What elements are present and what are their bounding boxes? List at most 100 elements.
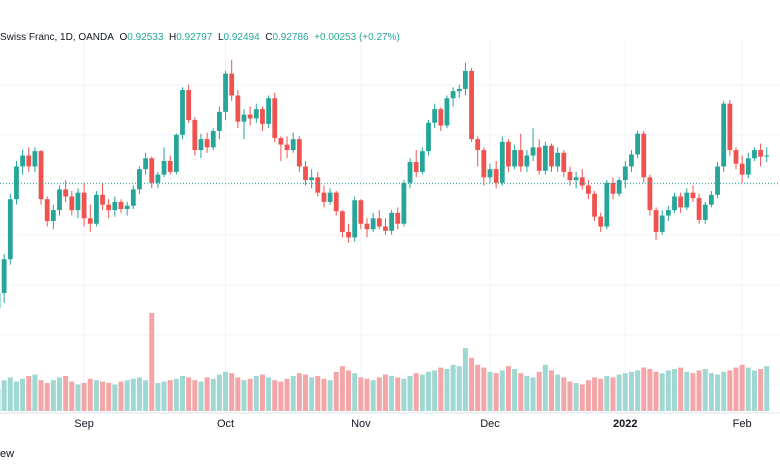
candle — [119, 199, 124, 213]
candle — [260, 106, 265, 131]
volume-bar — [272, 380, 277, 411]
volume-bar — [623, 373, 628, 411]
legend-title: Swiss Franc, 1D, OANDA — [0, 32, 114, 43]
candle-body — [586, 186, 591, 194]
candle — [156, 172, 161, 188]
volume-bar — [174, 379, 179, 411]
volume-bar — [131, 379, 136, 411]
candle — [285, 136, 290, 158]
volume-bar — [309, 377, 314, 411]
candle-body — [481, 150, 486, 177]
volume-bar — [88, 379, 93, 411]
candle — [254, 104, 259, 123]
candle-body — [383, 226, 388, 230]
candle-body — [94, 195, 99, 224]
candle — [438, 107, 443, 130]
candle-body — [266, 98, 271, 124]
candle-body — [641, 134, 646, 178]
candle-body — [26, 156, 31, 167]
candle-body — [377, 218, 382, 226]
legend-high-value: 0.92797 — [176, 32, 212, 43]
volume-bar — [39, 380, 44, 411]
candle — [518, 134, 523, 172]
candle-body — [192, 120, 197, 150]
candle — [432, 104, 437, 129]
candle — [291, 133, 296, 153]
candle — [463, 63, 468, 96]
candle — [168, 156, 173, 175]
candle — [635, 131, 640, 158]
candle-body — [57, 189, 62, 210]
candle-body — [291, 139, 296, 150]
candle-body — [174, 135, 179, 172]
candle — [611, 177, 616, 199]
candle — [199, 134, 204, 159]
candle-body — [346, 232, 351, 237]
candle-body — [598, 217, 603, 227]
candle — [389, 210, 394, 235]
candle-body — [500, 142, 505, 183]
volume-bar — [715, 375, 720, 411]
volume-bar — [297, 373, 302, 411]
candle-body — [205, 139, 210, 147]
volume-bar — [672, 369, 677, 411]
candle-body — [395, 213, 400, 224]
volume-bar — [82, 383, 87, 411]
candle — [764, 147, 769, 162]
candle-body — [365, 224, 370, 229]
candle — [272, 93, 277, 142]
candle — [112, 196, 117, 216]
volume-bar — [395, 377, 400, 411]
candle — [174, 134, 179, 175]
candle-body — [629, 154, 634, 166]
candle-body — [106, 205, 111, 210]
volume-bar — [352, 373, 357, 411]
candle — [8, 194, 13, 265]
volume-bar — [567, 382, 572, 411]
volume-bar — [746, 368, 751, 411]
volume-bar — [217, 375, 222, 411]
candle-body — [76, 193, 81, 210]
volume-bar — [137, 377, 142, 411]
candle-body — [752, 150, 757, 158]
candle — [192, 117, 197, 155]
candle — [137, 166, 142, 193]
candle — [371, 213, 376, 232]
volume-bar — [266, 377, 271, 411]
candle-body — [260, 109, 265, 124]
candle-body — [315, 177, 320, 192]
candle-body — [506, 142, 511, 167]
candle-body — [402, 183, 407, 224]
candle — [488, 164, 493, 183]
candle — [506, 139, 511, 172]
candle — [82, 183, 87, 227]
volume-bar — [660, 373, 665, 411]
volume-bar — [8, 377, 13, 411]
volume-bar — [641, 368, 646, 411]
legend-open-value: 0.92533 — [127, 32, 163, 43]
candle-body — [162, 161, 167, 175]
volume-bar — [531, 377, 536, 411]
volume-bar — [223, 372, 228, 411]
candle-body — [389, 213, 394, 231]
volume-bar — [192, 380, 197, 411]
volume-bar — [709, 373, 714, 411]
candle — [617, 177, 622, 196]
candle-body — [518, 150, 523, 166]
candle-body — [334, 193, 339, 212]
volume-bar — [75, 384, 80, 411]
candle — [88, 205, 93, 232]
volume-bar — [469, 358, 474, 411]
candle-body — [2, 259, 7, 293]
volume-bar — [106, 383, 111, 411]
candle — [531, 128, 536, 161]
volume-bar — [119, 382, 124, 411]
candle — [76, 188, 81, 218]
candle-body — [235, 95, 240, 121]
candle — [758, 144, 763, 167]
candle — [549, 144, 554, 172]
candle — [672, 193, 677, 213]
candle-body — [672, 196, 677, 210]
candle-body — [51, 210, 56, 221]
